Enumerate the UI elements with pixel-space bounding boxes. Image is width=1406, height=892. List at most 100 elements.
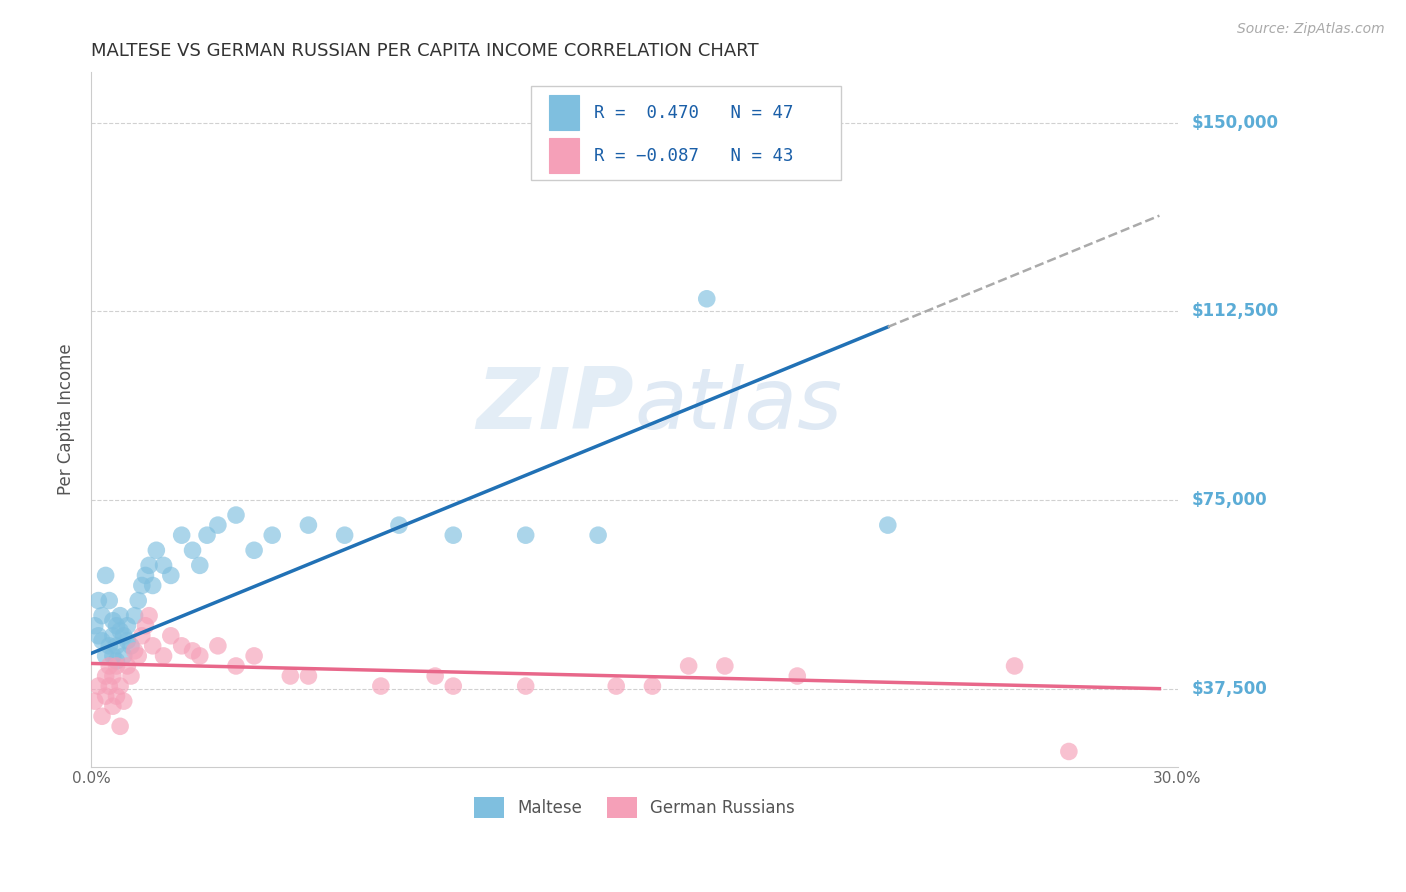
Text: ZIP: ZIP xyxy=(477,364,634,447)
Text: atlas: atlas xyxy=(634,364,842,447)
Point xyxy=(108,608,131,623)
Point xyxy=(108,679,131,693)
Point xyxy=(207,518,229,533)
Point xyxy=(225,508,247,522)
Point xyxy=(91,709,114,723)
Point xyxy=(170,528,193,542)
Point xyxy=(586,528,609,542)
Point xyxy=(120,639,142,653)
Point xyxy=(181,644,204,658)
Point xyxy=(91,608,114,623)
Y-axis label: Per Capita Income: Per Capita Income xyxy=(58,343,75,495)
Point xyxy=(159,568,181,582)
Point xyxy=(94,669,117,683)
Point xyxy=(188,558,211,573)
Point xyxy=(117,633,139,648)
Point xyxy=(94,689,117,703)
Point xyxy=(696,292,718,306)
Point xyxy=(117,618,139,632)
Text: $150,000: $150,000 xyxy=(1191,113,1278,132)
Point xyxy=(94,568,117,582)
Point xyxy=(333,528,356,542)
Point xyxy=(105,618,128,632)
Point xyxy=(87,679,110,693)
Point xyxy=(134,618,156,632)
Point xyxy=(94,648,117,663)
Point xyxy=(181,543,204,558)
Point xyxy=(112,629,135,643)
Point xyxy=(117,659,139,673)
Text: $37,500: $37,500 xyxy=(1191,680,1267,698)
Point xyxy=(425,669,447,683)
Point xyxy=(105,659,128,673)
Point xyxy=(207,639,229,653)
Point xyxy=(138,558,160,573)
Text: Source: ZipAtlas.com: Source: ZipAtlas.com xyxy=(1237,22,1385,37)
Point xyxy=(101,699,124,714)
Point xyxy=(138,608,160,623)
Point xyxy=(101,669,124,683)
Point xyxy=(101,614,124,628)
Point xyxy=(714,659,737,673)
Point xyxy=(131,578,153,592)
Point xyxy=(1004,659,1026,673)
Point xyxy=(105,639,128,653)
Point xyxy=(243,648,266,663)
Point xyxy=(98,593,121,607)
Point xyxy=(83,618,105,632)
Point xyxy=(131,629,153,643)
Point xyxy=(641,679,664,693)
Point xyxy=(142,639,165,653)
Point xyxy=(515,679,537,693)
Point xyxy=(678,659,700,673)
Point xyxy=(124,644,146,658)
Point xyxy=(98,639,121,653)
Point xyxy=(98,679,121,693)
Point xyxy=(108,624,131,638)
Text: MALTESE VS GERMAN RUSSIAN PER CAPITA INCOME CORRELATION CHART: MALTESE VS GERMAN RUSSIAN PER CAPITA INC… xyxy=(91,42,759,60)
Point xyxy=(87,629,110,643)
Point xyxy=(297,518,319,533)
Point xyxy=(441,679,464,693)
Point xyxy=(112,648,135,663)
Point xyxy=(101,648,124,663)
Point xyxy=(388,518,411,533)
Bar xyxy=(548,95,579,130)
Point xyxy=(441,528,464,542)
Point xyxy=(98,659,121,673)
Point xyxy=(91,633,114,648)
Point xyxy=(195,528,218,542)
Point xyxy=(101,629,124,643)
Point xyxy=(1057,744,1080,758)
Point xyxy=(120,669,142,683)
Point xyxy=(262,528,284,542)
Point xyxy=(243,543,266,558)
Point xyxy=(278,669,301,683)
Point xyxy=(170,639,193,653)
Point xyxy=(515,528,537,542)
Point xyxy=(145,543,167,558)
Point xyxy=(152,558,174,573)
Bar xyxy=(548,138,579,173)
Text: $112,500: $112,500 xyxy=(1191,302,1278,320)
Point xyxy=(105,654,128,668)
Text: $75,000: $75,000 xyxy=(1191,491,1267,509)
Point xyxy=(108,719,131,733)
Point xyxy=(127,593,149,607)
Point xyxy=(124,608,146,623)
Point xyxy=(188,648,211,663)
Point xyxy=(127,648,149,663)
FancyBboxPatch shape xyxy=(531,87,841,180)
Text: R = −0.087   N = 43: R = −0.087 N = 43 xyxy=(595,146,793,165)
Point xyxy=(105,689,128,703)
Point xyxy=(87,593,110,607)
Point xyxy=(605,679,627,693)
Point xyxy=(152,648,174,663)
Point xyxy=(876,518,898,533)
Legend: Maltese, German Russians: Maltese, German Russians xyxy=(467,790,801,824)
Point xyxy=(297,669,319,683)
Point xyxy=(786,669,808,683)
Point xyxy=(83,694,105,708)
Point xyxy=(112,694,135,708)
Point xyxy=(134,568,156,582)
